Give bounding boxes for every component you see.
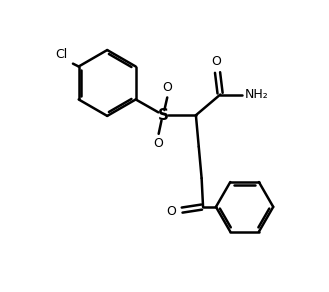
- Text: Cl: Cl: [55, 48, 67, 61]
- Text: O: O: [162, 81, 172, 94]
- Text: O: O: [166, 205, 176, 218]
- Text: O: O: [154, 137, 164, 150]
- Text: O: O: [211, 55, 221, 68]
- Text: NH₂: NH₂: [245, 88, 269, 101]
- Text: S: S: [158, 108, 168, 123]
